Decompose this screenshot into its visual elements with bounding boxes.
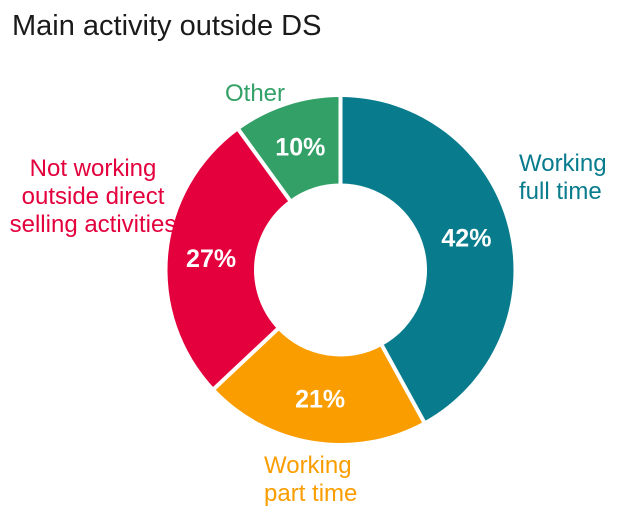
value-label-not-working-outside-direct-selling-activities: 27% [186,245,236,273]
value-label-working-part-time: 21% [295,385,345,413]
value-label-other: 10% [275,133,325,161]
segment-separator [379,343,427,424]
segment-label-working-part-time: Working part time [264,452,358,507]
value-label-working-full-time: 42% [441,225,491,253]
segment-working-part-time [214,329,424,443]
segment-separator [212,327,280,391]
segment-label-other: Other [225,80,286,107]
segment-label-not-working-outside-direct-selling-activities: Not working outside direct selling activ… [9,155,177,238]
segment-working-full-time [340,97,514,422]
segment-label-working-full-time: Working full time [519,150,607,205]
segment-not-working-outside-direct-selling-activities [167,130,290,389]
chart-title: Main activity outside DS [12,10,322,42]
segment-separator [236,128,292,203]
segment-other [238,97,341,201]
